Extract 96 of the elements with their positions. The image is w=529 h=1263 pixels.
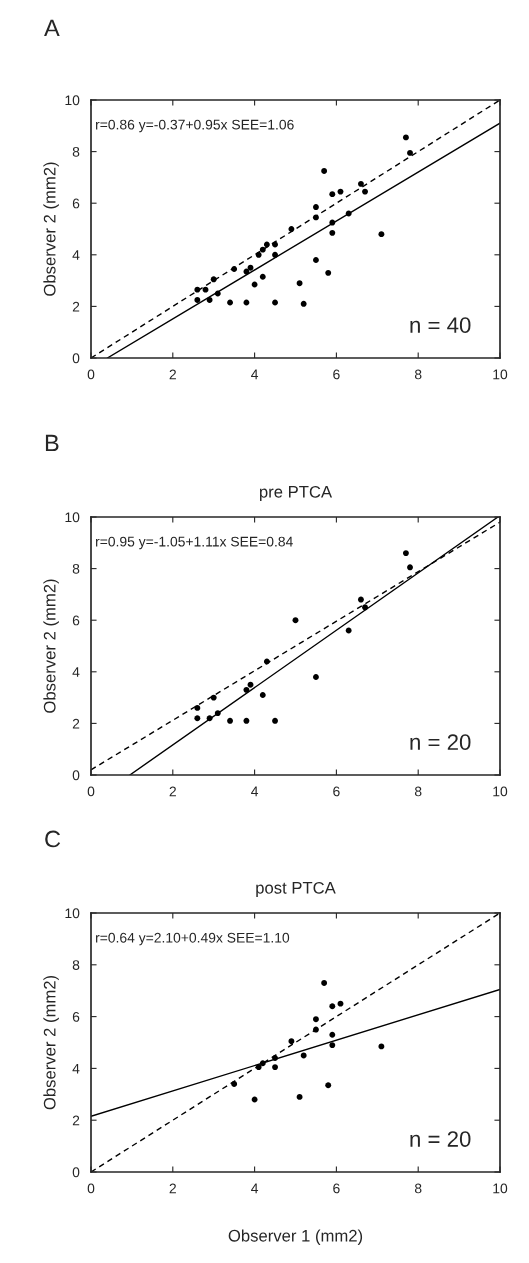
point	[300, 300, 307, 307]
x-tick-label: 10	[493, 369, 508, 380]
x-tick-label: 4	[251, 786, 259, 797]
y-tick-label: 4	[72, 667, 80, 677]
y-tick-label: 10	[65, 512, 80, 523]
y-tick-label: 10	[65, 95, 80, 106]
point	[407, 149, 413, 156]
point	[329, 229, 336, 236]
point	[292, 617, 299, 624]
point	[243, 299, 250, 306]
point	[329, 1042, 336, 1049]
point	[321, 979, 328, 986]
x-tick-label: 4	[251, 369, 259, 380]
point	[313, 204, 319, 211]
x-tick-label: 0	[87, 786, 95, 797]
x-tick-label: 8	[414, 369, 422, 380]
y-tick-label: 0	[72, 1167, 80, 1178]
point	[329, 1003, 336, 1010]
y-tick-label: 8	[72, 960, 80, 970]
y-tick-label: 4	[72, 1063, 80, 1074]
point	[337, 1000, 344, 1007]
point	[357, 596, 364, 603]
annotation: r=0.64 y=2.10+0.49x SEE=1.10	[96, 932, 290, 946]
annotation: n = 20	[410, 1131, 471, 1147]
point	[272, 299, 278, 306]
point	[402, 550, 409, 557]
x-tick-label: 6	[333, 369, 340, 380]
y-axis-title: Observer 2 (mm2)	[43, 162, 59, 296]
y-tick-label: 8	[72, 146, 80, 157]
point	[362, 188, 368, 195]
x-tick-label: 2	[169, 369, 176, 380]
x-tick-label: 8	[414, 1183, 422, 1194]
point	[329, 191, 336, 198]
x-tick-label: 2	[169, 1183, 176, 1194]
point	[259, 692, 266, 698]
point	[296, 1093, 303, 1100]
point	[321, 168, 328, 174]
x-tick-label: 6	[333, 1183, 340, 1194]
x-tick-label: 0	[87, 1183, 95, 1194]
x-axis-title: Observer 1 (mm2)	[228, 1229, 363, 1245]
x-tick-label: 2	[169, 786, 176, 797]
point	[288, 1038, 295, 1045]
y-tick-label: 2	[72, 718, 80, 729]
point	[194, 704, 201, 711]
y-tick-label: 10	[65, 908, 80, 919]
point	[251, 281, 258, 288]
annotation: n = 20	[410, 734, 471, 751]
annotation: n = 40	[410, 317, 471, 334]
text: B	[45, 434, 59, 452]
annotation: r=0.95 y=-1.05+1.11x SEE=0.84	[96, 536, 293, 550]
point	[251, 1096, 258, 1103]
point	[407, 564, 413, 571]
point	[313, 1016, 319, 1023]
point	[378, 231, 385, 238]
point	[325, 1082, 332, 1089]
chart-title: post PTCA	[256, 881, 336, 898]
x-tick-label: 0	[87, 369, 95, 380]
annotation: r=0.86 y=-0.37+0.95x SEE=1.06	[96, 119, 294, 133]
y-tick-label: 6	[72, 615, 80, 626]
point	[313, 674, 319, 680]
y-tick-label: 0	[72, 353, 80, 364]
x-tick-label: 6	[333, 786, 340, 797]
point	[227, 717, 234, 724]
point	[357, 180, 364, 187]
point	[227, 299, 234, 306]
point	[300, 1052, 307, 1059]
point	[272, 717, 278, 724]
y-tick-label: 4	[72, 250, 80, 260]
point	[313, 257, 319, 263]
point	[202, 286, 209, 293]
point	[329, 1031, 336, 1038]
point	[325, 269, 332, 276]
point	[402, 134, 409, 141]
point	[243, 717, 250, 724]
chart-title: pre PTCA	[259, 485, 333, 502]
point	[296, 280, 303, 287]
y-axis-title: Observer 2 (mm2)	[43, 579, 59, 713]
y-tick-label: 0	[72, 770, 80, 781]
y-tick-label: 8	[72, 563, 80, 574]
point	[378, 1043, 385, 1050]
point	[272, 1064, 278, 1071]
text: A	[44, 19, 60, 37]
point	[194, 297, 201, 303]
y-axis-title: Observer 2 (mm2)	[43, 975, 59, 1110]
text: C	[45, 830, 61, 848]
x-tick-label: 10	[493, 786, 508, 797]
x-tick-label: 4	[251, 1183, 259, 1194]
y-tick-label: 6	[72, 1011, 80, 1022]
x-tick-label: 8	[414, 786, 422, 797]
point	[337, 188, 344, 195]
y-tick-label: 2	[72, 1115, 80, 1126]
point	[194, 715, 201, 722]
y-tick-label: 2	[72, 301, 80, 312]
x-tick-label: 10	[493, 1183, 508, 1194]
y-tick-label: 6	[72, 198, 80, 209]
point	[259, 273, 266, 280]
